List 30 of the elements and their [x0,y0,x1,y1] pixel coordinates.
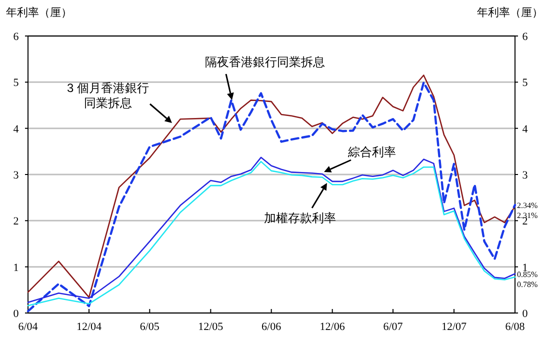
x-tick-label: 6/05 [140,321,160,333]
y-axis-title: 年利率（厘） [6,6,72,19]
series-label: 綜合利率 [347,145,396,159]
x-tick-label: 12/06 [320,321,346,333]
x-tick-label: 6/08 [505,321,526,333]
y2-tick-label: 4 [522,123,528,136]
y-tick-label: 5 [13,77,20,90]
x-tick-label: 12/04 [76,321,102,333]
y2-axis-title: 年利率（厘） [477,6,543,19]
x-tick-label: 12/05 [198,321,224,333]
x-tick-label: 12/07 [441,321,468,333]
y2-tick-label: 3 [522,170,528,182]
y-tick-label: 2 [13,216,19,228]
x-tick-label: 6/07 [383,321,404,333]
y-tick-label: 4 [13,123,20,136]
data-label: 2.34% [517,200,538,210]
y2-tick-label: 5 [522,77,528,90]
y-tick-label: 3 [13,170,20,182]
text: 3 個月香港銀行同業拆息 [66,81,150,110]
data-label: 0.78% [517,280,538,289]
y-tick-label: 1 [13,262,19,274]
x-tick-label: 6/06 [262,321,282,333]
y2-tick-label: 0 [522,308,528,320]
data-label: 0.85% [517,270,538,279]
x-tick-label: 6/04 [18,321,38,333]
y-tick-label: 6 [13,31,20,43]
text: 隔夜香港銀行同業拆息 [205,55,325,69]
text: 加權存款利率 [264,211,336,225]
y2-tick-label: 6 [522,31,528,43]
y-tick-label: 0 [13,308,20,320]
